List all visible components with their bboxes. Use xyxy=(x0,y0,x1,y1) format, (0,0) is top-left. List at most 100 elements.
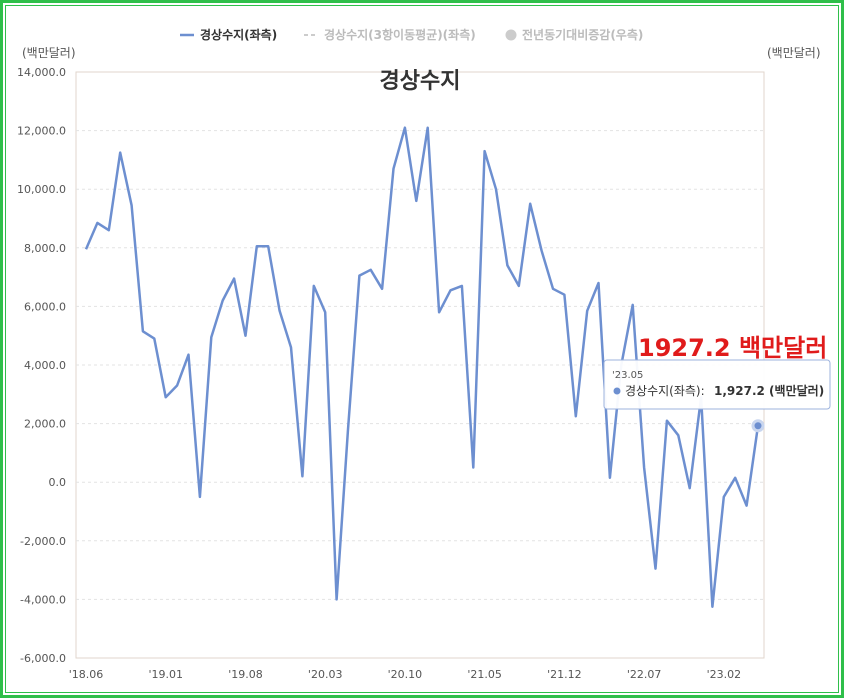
legend-dot-icon xyxy=(505,29,517,41)
data-point[interactable] xyxy=(323,310,327,314)
data-point[interactable] xyxy=(289,345,293,349)
data-point[interactable] xyxy=(187,353,191,357)
data-point[interactable] xyxy=(369,268,373,272)
data-point[interactable] xyxy=(164,395,168,399)
x-tick-label: '20.10 xyxy=(388,668,423,681)
legend-label: 전년동기대비증감(우측) xyxy=(522,27,643,42)
data-point[interactable] xyxy=(232,277,236,281)
data-point[interactable] xyxy=(733,476,737,480)
data-point[interactable] xyxy=(665,419,669,423)
y-tick-label: 8,000.0 xyxy=(24,242,66,255)
data-point[interactable] xyxy=(505,263,509,267)
x-tick-label: '21.05 xyxy=(467,668,502,681)
data-point[interactable] xyxy=(585,309,589,313)
data-point[interactable] xyxy=(152,337,156,341)
tooltip-marker-icon xyxy=(613,387,621,395)
x-tick-label: '19.01 xyxy=(148,668,183,681)
legend-label: 경상수지(3항이동평균)(좌측) xyxy=(324,27,476,42)
data-point[interactable] xyxy=(540,249,544,253)
data-point[interactable] xyxy=(483,149,487,153)
data-point[interactable] xyxy=(141,329,145,333)
data-point[interactable] xyxy=(209,335,213,339)
data-point[interactable] xyxy=(175,384,179,388)
tooltip-value: 1,927.2 (백만달러) xyxy=(714,383,824,398)
x-axis-ticks: '18.06 '19.01 '19.08 '20.03 '20.10 '21.05 '21.… xyxy=(69,668,741,681)
data-point[interactable] xyxy=(221,299,225,303)
data-point[interactable] xyxy=(278,309,282,313)
data-point[interactable] xyxy=(722,495,726,499)
x-tick-label: '22.07 xyxy=(627,668,662,681)
data-point[interactable] xyxy=(437,310,441,314)
y-tick-label: -6,000.0 xyxy=(20,652,66,665)
data-point[interactable] xyxy=(471,466,475,470)
data-point[interactable] xyxy=(414,199,418,203)
data-point[interactable] xyxy=(745,504,749,508)
data-point[interactable] xyxy=(551,287,555,291)
tooltip-date: '23.05 xyxy=(612,370,643,381)
value-annotation: 1927.2 백만달러 xyxy=(638,334,827,362)
data-point[interactable] xyxy=(676,433,680,437)
tooltip-series-label: 경상수지(좌측): xyxy=(625,384,705,398)
data-point[interactable] xyxy=(688,486,692,490)
data-point[interactable] xyxy=(346,427,350,431)
data-point[interactable] xyxy=(255,244,259,248)
data-point[interactable] xyxy=(653,567,657,571)
left-axis-unit: (백만달러) xyxy=(22,46,76,60)
data-point[interactable] xyxy=(300,474,304,478)
data-point[interactable] xyxy=(357,274,361,278)
series-layer xyxy=(84,126,765,609)
data-point[interactable] xyxy=(448,288,452,292)
y-axis-ticks: 14,000.0 12,000.0 10,000.0 8,000.0 6,000.0 4,… xyxy=(17,66,66,665)
data-point[interactable] xyxy=(710,605,714,609)
legend-label: 경상수지(좌측) xyxy=(200,27,277,42)
data-point[interactable] xyxy=(380,287,384,291)
gridlines xyxy=(76,130,764,600)
x-tick-label: '23.02 xyxy=(707,668,742,681)
data-point[interactable] xyxy=(266,244,270,248)
x-tick-label: '18.06 xyxy=(69,668,104,681)
data-point[interactable] xyxy=(426,126,430,130)
y-tick-label: 10,000.0 xyxy=(17,183,66,196)
chart-title: 경상수지 xyxy=(380,69,461,94)
x-tick-label: '19.08 xyxy=(228,668,263,681)
data-point[interactable] xyxy=(597,281,601,285)
data-point[interactable] xyxy=(335,597,339,601)
data-point[interactable] xyxy=(631,303,635,307)
data-point[interactable] xyxy=(392,167,396,171)
tooltip: '23.05 경상수지(좌측): 1,927.2 (백만달러) xyxy=(603,359,831,410)
legend: 경상수지(좌측) 경상수지(3항이동평균)(좌측) 전년동기대비증감(우측) xyxy=(180,27,643,42)
legend-item-moving-average[interactable]: 경상수지(3항이동평균)(좌측) xyxy=(304,27,476,42)
y-tick-label: 12,000.0 xyxy=(17,125,66,138)
data-point[interactable] xyxy=(312,284,316,288)
data-point[interactable] xyxy=(95,221,99,225)
data-point[interactable] xyxy=(574,414,578,418)
y-tick-label: 14,000.0 xyxy=(17,66,66,79)
data-point[interactable] xyxy=(517,284,521,288)
series-line[interactable] xyxy=(84,126,760,608)
data-point[interactable] xyxy=(198,495,202,499)
data-point[interactable] xyxy=(460,284,464,288)
data-point[interactable] xyxy=(243,334,247,338)
legend-item-yoy-change[interactable]: 전년동기대비증감(우측) xyxy=(505,27,644,42)
right-axis-unit: (백만달러) xyxy=(767,46,821,60)
data-point[interactable] xyxy=(528,202,532,206)
data-point[interactable] xyxy=(642,466,646,470)
x-tick-label: '21.12 xyxy=(547,668,582,681)
y-tick-label: 2,000.0 xyxy=(24,418,66,431)
y-tick-label: 6,000.0 xyxy=(24,300,66,313)
legend-item-current-account[interactable]: 경상수지(좌측) xyxy=(180,27,277,42)
data-point[interactable] xyxy=(130,203,134,207)
data-point[interactable] xyxy=(562,293,566,297)
data-point[interactable] xyxy=(84,247,88,251)
y-tick-label: -2,000.0 xyxy=(20,535,66,548)
data-point[interactable] xyxy=(118,151,122,155)
y-tick-label: 4,000.0 xyxy=(24,359,66,372)
x-tick-label: '20.03 xyxy=(308,668,343,681)
data-point[interactable] xyxy=(608,476,612,480)
data-point[interactable] xyxy=(494,187,498,191)
data-point[interactable] xyxy=(403,126,407,130)
data-point[interactable] xyxy=(107,228,111,232)
inner-frame xyxy=(5,5,839,693)
data-point[interactable] xyxy=(751,419,765,433)
